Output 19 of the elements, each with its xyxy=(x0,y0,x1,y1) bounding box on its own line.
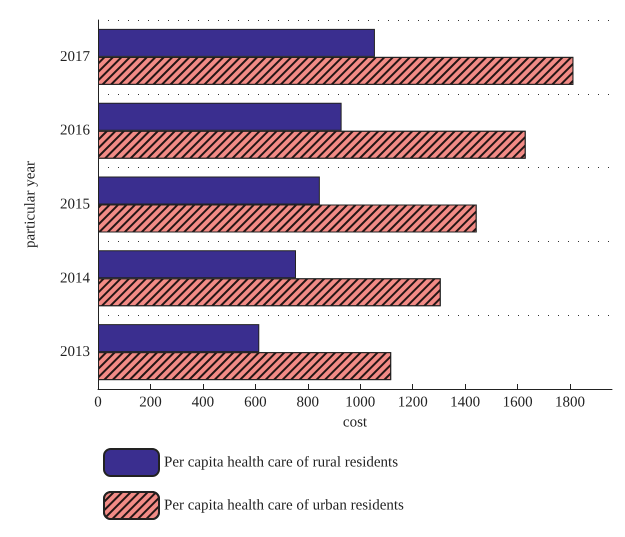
x-tick-label: 1400 xyxy=(450,394,480,410)
x-tick-label: 400 xyxy=(192,394,214,410)
x-tick-label: 1600 xyxy=(502,394,533,410)
y-axis-title: particular year xyxy=(22,160,38,248)
x-tick-label: 200 xyxy=(139,394,162,410)
x-tick-label: 0 xyxy=(94,394,102,410)
x-axis-title: cost xyxy=(342,414,368,430)
y-tick-label: 2017 xyxy=(60,48,90,65)
y-tick-label: 2015 xyxy=(60,196,90,212)
x-tick-label: 800 xyxy=(296,394,320,410)
y-tick-label: 2016 xyxy=(60,122,90,139)
x-tick-label: 1200 xyxy=(398,394,428,410)
legend-label: Per capita health care of rural residents xyxy=(164,454,398,470)
legend-label: Per capita health care of urban residents xyxy=(164,498,404,514)
y-tick-label: 2013 xyxy=(60,344,90,360)
x-tick-label: 600 xyxy=(244,394,267,410)
y-tick-label: 2014 xyxy=(60,270,90,286)
x-tick-label: 1000 xyxy=(345,394,376,410)
x-tick-label: 1800 xyxy=(555,394,586,410)
